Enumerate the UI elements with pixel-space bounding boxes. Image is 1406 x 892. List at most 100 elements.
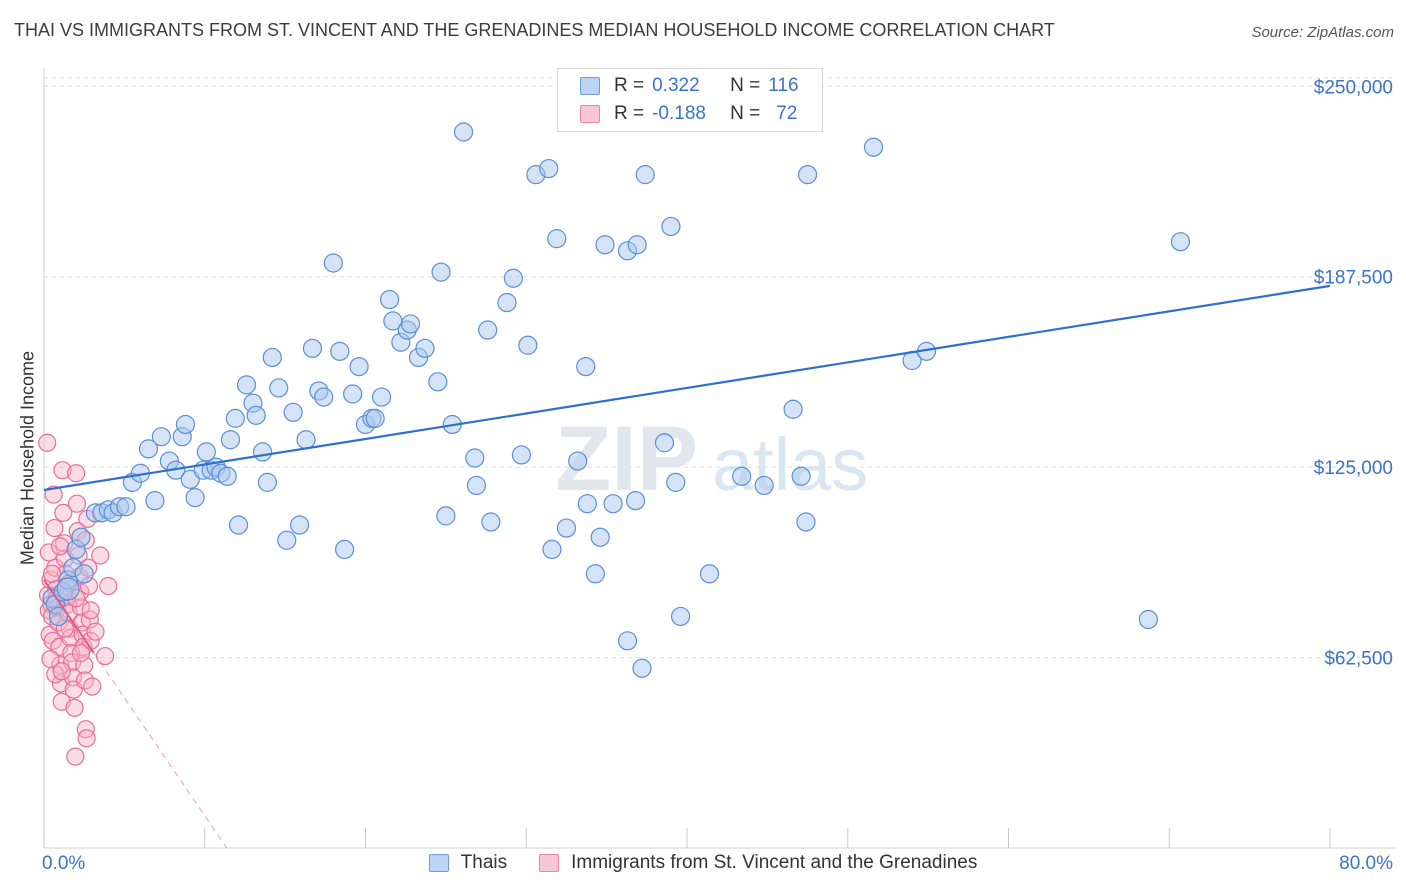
axes [43,68,1395,849]
data-point-thais [283,402,303,422]
x-tick-label: 0.0% [42,853,85,874]
data-point-thais [116,497,136,517]
n-value: 72 [776,103,798,124]
data-point-svg [76,720,95,739]
r-value: -0.188 [652,103,706,124]
n-value: 116 [768,75,799,96]
legend-swatch-pink [539,854,560,872]
data-point-thais [661,216,681,237]
x-tick-label: 80.0% [1339,853,1393,874]
data-point-thais [330,341,350,361]
legend-row-svg: R = -0.188 N = 72 [580,101,797,127]
trend-line-thais [43,284,1331,492]
data-point-thais [796,512,816,532]
grid-lines [44,77,1395,659]
watermark: ZIP atlas [555,408,868,510]
data-point-svg [53,461,72,480]
data-point-thais [783,399,803,419]
data-point-thais [365,408,385,428]
y-tick-label: $62,500 [1324,649,1393,670]
data-point-thais [296,430,316,450]
data-point-thais [617,631,638,651]
data-point-svg [65,698,84,717]
data-point-thais [465,448,485,468]
data-point-svg [41,649,60,669]
data-point-thais [257,472,278,492]
data-point-svg [71,643,91,663]
data-point-thais [228,515,249,535]
data-point-thais [371,387,392,407]
legend-item-svg: Immigrants from St. Vincent and the Gren… [539,852,977,874]
data-point-thais [590,527,610,547]
n-label: N = [730,75,761,96]
legend-row-thais: R = 0.322 N = 116 [580,73,799,99]
data-point-thais [253,442,273,462]
data-point-thais [314,387,334,407]
data-point-svg [95,646,115,666]
data-point-svg [83,677,102,696]
source-credit: Source: ZipAtlas.com [1251,24,1394,41]
data-point-svg [61,628,80,647]
data-point-thais [635,165,655,185]
data-point-svg [54,503,73,522]
y-tick-label: $187,500 [1314,268,1393,289]
legend-swatch-blue [428,854,449,872]
data-point-thais [670,606,691,627]
data-point-thais [380,289,400,310]
data-point-thais [277,530,297,550]
y-tick-label: $250,000 [1314,77,1393,98]
data-point-thais [151,427,171,447]
y-tick-label: $125,000 [1314,458,1393,479]
data-point-thais [289,515,310,535]
data-point-thais [732,466,752,486]
data-point-svg [39,543,58,562]
data-point-thais [323,253,343,273]
legend-swatch-pink [580,105,600,123]
data-point-thais [145,491,165,511]
data-point-thais [436,506,456,526]
data-point-thais [625,491,646,511]
data-point-thais [175,414,196,435]
data-point-thais [349,356,369,377]
data-point-thais [56,577,80,601]
data-point-svg [75,671,95,690]
data-point-thais [797,165,818,185]
data-point-thais [699,564,720,584]
data-point-thais [503,268,523,288]
data-point-svg [67,464,86,483]
data-point-svg [91,546,110,565]
data-point-thais [225,408,245,428]
data-point-thais [632,658,652,678]
data-point-thais [466,475,487,496]
data-point-svg [67,494,87,513]
data-point-thais [539,158,559,179]
data-point-thais [585,564,605,584]
y-axis-label: Median Household Income [17,350,38,566]
data-point-thais [335,539,355,560]
data-point-thais [666,472,686,492]
data-point-svg [77,729,96,748]
n-label: N = [730,103,761,124]
data-point-thais [556,518,577,538]
data-point-thais [428,372,448,392]
data-point-svg [86,622,105,641]
r-label: R = [614,103,645,124]
data-point-thais [595,235,615,255]
data-point-thais [603,494,623,514]
data-point-thais [478,320,498,340]
correlation-legend: R = 0.322 N = 116 R = -0.188 N = 72 [557,68,823,132]
data-point-thais [547,229,567,249]
data-point-thais [138,439,159,459]
series-legend: Thais Immigrants from St. Vincent and th… [0,852,1406,874]
data-point-thais [627,235,647,255]
chart-title: THAI VS IMMIGRANTS FROM ST. VINCENT AND … [14,20,1055,40]
legend-label-svg: Immigrants from St. Vincent and the Gren… [571,852,978,873]
data-point-thais [196,442,216,462]
series-thais-points [42,122,1191,678]
data-point-thais [577,494,597,514]
trend-lines [43,284,1331,849]
data-point-thais [262,347,282,368]
data-point-svg [50,537,70,556]
data-point-thais [791,466,811,486]
